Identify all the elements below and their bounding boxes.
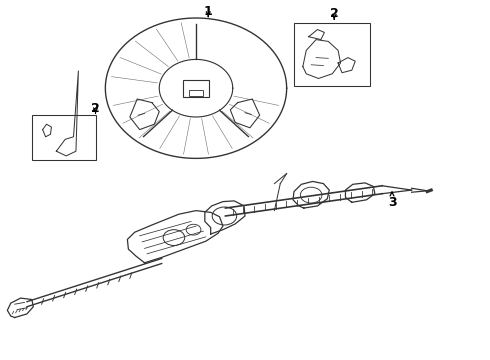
Bar <box>182 80 210 97</box>
Bar <box>294 23 370 86</box>
Text: 2: 2 <box>91 102 100 114</box>
Text: 1: 1 <box>204 5 213 18</box>
Bar <box>32 115 96 160</box>
Text: 3: 3 <box>388 196 396 209</box>
Text: 2: 2 <box>330 7 339 20</box>
Bar <box>189 90 203 96</box>
